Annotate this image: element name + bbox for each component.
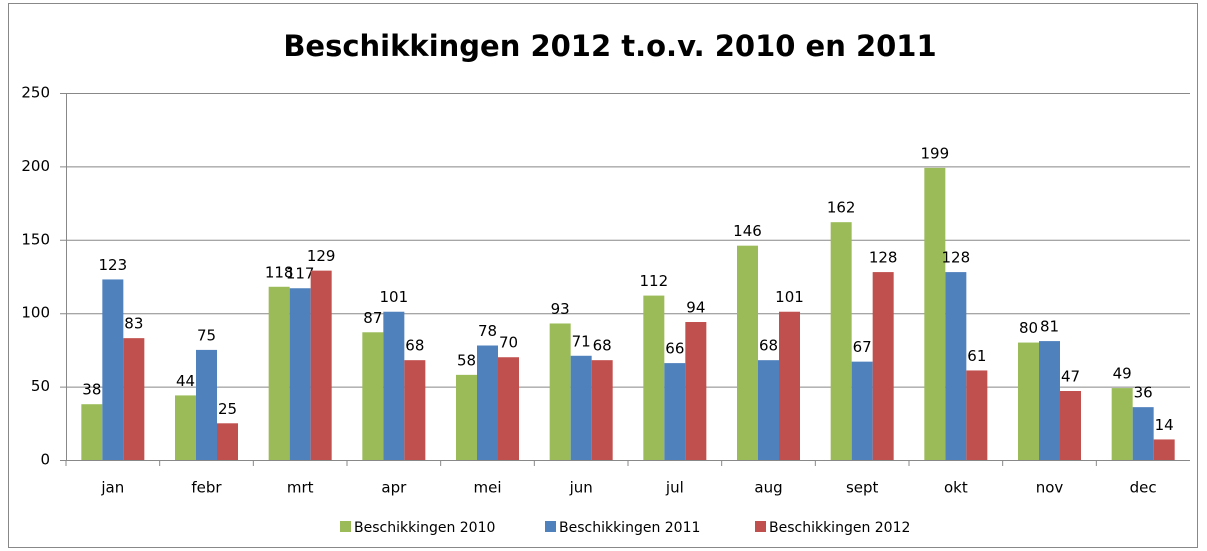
bar	[549, 323, 571, 460]
bar	[851, 361, 873, 460]
x-tick-label: jun	[569, 479, 593, 497]
bar	[498, 357, 519, 460]
data-label: 199	[921, 144, 950, 162]
data-label: 75	[197, 326, 216, 344]
data-label: 68	[759, 337, 778, 355]
data-label: 68	[405, 337, 424, 355]
bar	[570, 355, 592, 460]
bar	[872, 272, 894, 460]
data-label: 71	[572, 332, 591, 350]
data-label: 146	[733, 222, 762, 240]
x-tick-label: mrt	[287, 479, 314, 497]
data-label: 81	[1040, 318, 1059, 336]
bar	[945, 272, 967, 460]
bar	[404, 360, 426, 460]
x-tick-label: okt	[944, 479, 968, 497]
bar	[289, 288, 311, 460]
data-label: 66	[665, 340, 684, 358]
data-label: 38	[82, 381, 101, 399]
data-label: 117	[286, 265, 315, 283]
data-label: 129	[307, 247, 336, 265]
legend-swatch	[755, 521, 766, 532]
bar	[758, 360, 779, 460]
chart-border	[8, 3, 1198, 548]
data-label: 78	[478, 322, 497, 340]
bar	[217, 423, 238, 460]
y-tick-label: 0	[40, 451, 50, 469]
y-tick-label: 200	[21, 157, 50, 175]
bar	[737, 245, 758, 460]
chart-title: Beschikkingen 2012 t.o.v. 2010 en 2011	[283, 29, 936, 63]
data-label: 44	[176, 372, 195, 390]
legend-label: Beschikkingen 2012	[769, 520, 910, 536]
bar	[1018, 342, 1039, 460]
x-tick-label: jan	[100, 479, 124, 497]
x-tick-label: apr	[381, 479, 407, 497]
data-label: 87	[363, 309, 382, 327]
data-label: 70	[499, 334, 518, 352]
x-tick-label: aug	[754, 479, 782, 497]
data-label: 162	[827, 199, 856, 217]
data-label: 36	[1134, 384, 1153, 402]
x-tick-label: jul	[665, 479, 684, 497]
legend-label: Beschikkingen 2011	[559, 520, 700, 536]
data-label: 47	[1061, 368, 1080, 386]
data-label: 101	[775, 288, 804, 306]
bar	[175, 395, 196, 460]
data-label: 128	[942, 249, 971, 267]
data-label: 101	[380, 288, 409, 306]
legend-swatch	[545, 521, 556, 532]
y-tick-label: 250	[21, 84, 50, 102]
y-tick-label: 150	[21, 230, 50, 248]
x-tick-label: febr	[191, 479, 222, 497]
bar	[196, 349, 217, 460]
data-label: 61	[967, 347, 986, 365]
bar	[477, 345, 498, 460]
data-label: 25	[218, 400, 237, 418]
bar	[664, 363, 686, 460]
bar	[102, 279, 124, 460]
bar	[362, 332, 384, 460]
bar	[924, 167, 946, 461]
bar	[1111, 388, 1133, 460]
bar	[779, 311, 800, 460]
bar	[123, 338, 145, 460]
data-label: 83	[124, 315, 143, 333]
data-label: 80	[1019, 319, 1038, 337]
y-tick-label: 100	[21, 304, 50, 322]
x-tick-label: sept	[846, 479, 879, 497]
bar	[310, 270, 332, 460]
data-label: 118	[265, 263, 294, 281]
bar	[966, 370, 988, 460]
data-label: 123	[99, 256, 128, 274]
bar	[1039, 341, 1060, 460]
bar	[456, 374, 477, 460]
legend-label: Beschikkingen 2010	[354, 520, 495, 536]
data-label: 58	[457, 351, 476, 369]
bar	[1060, 391, 1081, 460]
data-label: 49	[1113, 365, 1132, 383]
data-label: 68	[593, 337, 612, 355]
bar	[830, 222, 852, 460]
data-label: 93	[551, 300, 570, 318]
bar	[643, 295, 665, 460]
bar	[1153, 439, 1175, 460]
x-tick-label: dec	[1130, 479, 1157, 497]
bar	[591, 360, 613, 460]
y-tick-label: 50	[31, 377, 50, 395]
bar	[81, 404, 103, 460]
data-label: 94	[686, 299, 705, 317]
bar	[1132, 407, 1154, 460]
data-label: 128	[869, 249, 898, 267]
data-label: 112	[640, 272, 669, 290]
data-label: 67	[853, 338, 872, 356]
x-tick-label: mei	[473, 479, 501, 497]
legend-swatch	[340, 521, 351, 532]
bar	[268, 286, 290, 460]
bar	[685, 322, 707, 460]
data-label: 14	[1155, 416, 1174, 434]
x-tick-label: nov	[1036, 479, 1064, 497]
bar	[383, 311, 405, 460]
